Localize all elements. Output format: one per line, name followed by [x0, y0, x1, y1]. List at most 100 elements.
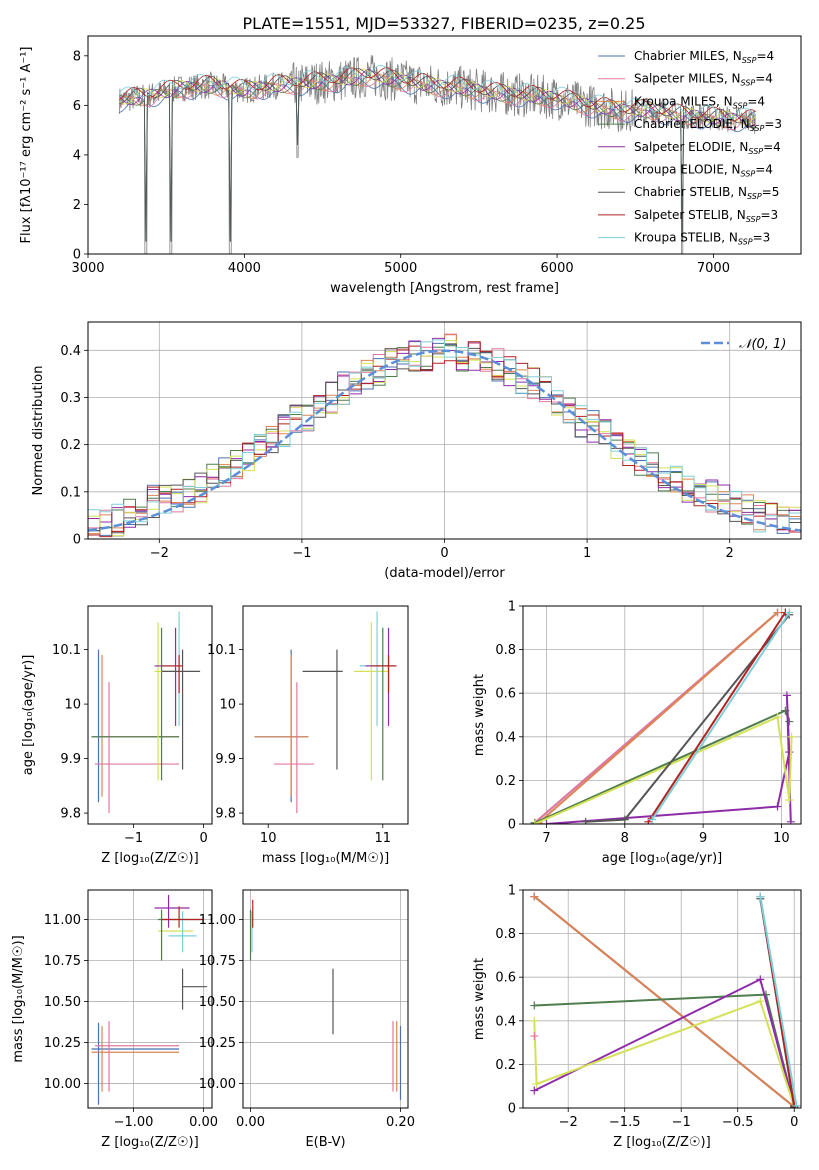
x-tick-label: 0.20 [386, 1115, 415, 1130]
y-tick-label: 10.00 [44, 1077, 81, 1092]
point-marker [530, 1086, 539, 1095]
legend-label: Salpeter ELODIE, NSSP=4 [634, 140, 781, 156]
point-marker [530, 892, 539, 901]
x-tick-label: 3000 [71, 261, 104, 276]
point-marker [581, 817, 590, 824]
normal-curve [88, 349, 801, 532]
x-tick-label: 9 [699, 831, 707, 846]
x-axis-label: wavelength [Angstrom, rest frame] [330, 281, 559, 296]
plot-area [91, 611, 201, 814]
panel-residuals: −2 −1 0 1 2 0 0.1 0.2 0.3 0.4 (data-model)/error No… [31, 321, 802, 581]
model-spectrum-line [119, 77, 756, 242]
mass-weight-line [534, 715, 793, 824]
y-tick-label: 4 [73, 148, 81, 163]
legend-label: Kroupa STELIB, NSSP=3 [634, 231, 770, 247]
y-tick-label: 10.75 [199, 954, 236, 969]
y-tick-label: 10.00 [199, 1077, 236, 1092]
model-spectrum-line [119, 69, 756, 127]
mass-weight-line [647, 611, 787, 823]
legend-label: Chabrier STELIB, NSSP=5 [634, 185, 779, 201]
y-axis-label: Flux [fλ10⁻¹⁷ erg cm⁻² s⁻¹ A⁻¹] [19, 47, 34, 244]
mass-weight-line [546, 695, 792, 824]
plot-area [91, 894, 208, 1105]
x-tick-label: 0 [790, 1115, 798, 1130]
y-tick-label: 0.2 [495, 1058, 516, 1073]
y-tick-label: 10.1 [52, 643, 81, 658]
y-axis-label: mass weight [472, 958, 487, 1040]
point-marker [782, 691, 791, 700]
y-tick-label: 1 [508, 600, 516, 615]
y-tick-label: 0 [73, 533, 81, 548]
point-marker [620, 815, 629, 824]
legend-label: Kroupa ELODIE, NSSP=4 [634, 163, 773, 179]
x-axis-label: Z [log₁₀(Z/Z☉)] [613, 1135, 710, 1150]
x-axis-label: mass [log₁₀(M/M☉)] [262, 851, 389, 866]
x-tick-label: −1.5 [609, 1115, 641, 1130]
y-tick-label: 11.00 [44, 913, 81, 928]
model-spectrum-line [118, 75, 756, 131]
axes-frame [87, 321, 802, 540]
x-tick-label: 1 [583, 546, 591, 561]
point-marker [756, 975, 765, 984]
y-tick-label: 8 [73, 49, 81, 64]
x-tick-label: 0 [199, 831, 207, 846]
y-axis-label: mass weight [472, 674, 487, 756]
mass-weight-line [759, 896, 798, 1106]
x-axis-label: E(B-V) [305, 1135, 345, 1150]
axes-frame [522, 889, 802, 1109]
axes-frame [87, 35, 802, 255]
legend-label: 𝒩(0, 1) [739, 337, 786, 352]
y-tick-label: 1 [508, 884, 516, 899]
y-tick-label: 0.4 [60, 344, 81, 359]
model-spectrum-line [118, 64, 756, 120]
y-tick-label: 10 [64, 698, 81, 713]
plot-area [118, 55, 756, 254]
point-marker [785, 717, 794, 726]
x-tick-label: 0 [440, 546, 448, 561]
x-tick-label: 10 [260, 831, 277, 846]
model-spectrum-line [119, 71, 756, 242]
x-tick-label: 4000 [228, 261, 261, 276]
x-tick-label: −1 [124, 831, 143, 846]
y-tick-label: 0 [508, 818, 516, 833]
plot-area [88, 333, 801, 538]
x-tick-label: 8 [621, 831, 629, 846]
x-axis-label: (data-model)/error [384, 566, 505, 581]
point-marker [756, 892, 765, 901]
y-axis-label: Normed distribution [31, 366, 46, 496]
y-tick-label: 0.6 [495, 971, 516, 986]
figure-title: PLATE=1551, MJD=53327, FIBERID=0235, z=0… [242, 14, 645, 33]
x-tick-label: −1 [672, 1115, 691, 1130]
legend-label: Salpeter MILES, NSSP=4 [634, 72, 773, 88]
model-spectrum-line [119, 68, 756, 126]
point-marker [530, 1001, 539, 1010]
y-tick-label: 0.2 [495, 774, 516, 789]
x-axis-label: Z [log₁₀(Z/Z☉)] [101, 1135, 198, 1150]
x-tick-label: −1 [292, 546, 311, 561]
y-tick-label: 0 [73, 248, 81, 263]
observed-spectrum-line [118, 55, 756, 254]
axes-frame [242, 889, 409, 1109]
point-marker [530, 1016, 539, 1025]
panel-spectrum: 3000 4000 5000 6000 7000 0 2 4 6 8 wavelength [Ang… [19, 35, 802, 296]
mass-weight-line [534, 993, 796, 1108]
point-marker [785, 608, 794, 617]
mass-weight-line [533, 895, 795, 1108]
mass-weight-line [651, 611, 791, 821]
axes-frame [242, 605, 409, 825]
panel-age_vs_Z: −1 0 9.8 9.9 10 10.1 Z [log₁₀(Z/Z☉)] age [log₁₀… [21, 605, 213, 866]
axes-frame [522, 605, 802, 825]
residual-histogram [88, 341, 801, 538]
y-tick-label: 9.8 [215, 807, 236, 822]
point-marker [532, 1080, 541, 1089]
point-marker [530, 820, 539, 824]
x-tick-label: 2 [726, 546, 734, 561]
y-tick-label: 0.4 [495, 730, 516, 745]
y-tick-label: 0.3 [60, 391, 81, 406]
legend-label: Salpeter STELIB, NSSP=3 [634, 208, 778, 224]
y-tick-label: 9.9 [215, 752, 236, 767]
point-marker [773, 608, 782, 617]
point-marker [542, 820, 551, 824]
